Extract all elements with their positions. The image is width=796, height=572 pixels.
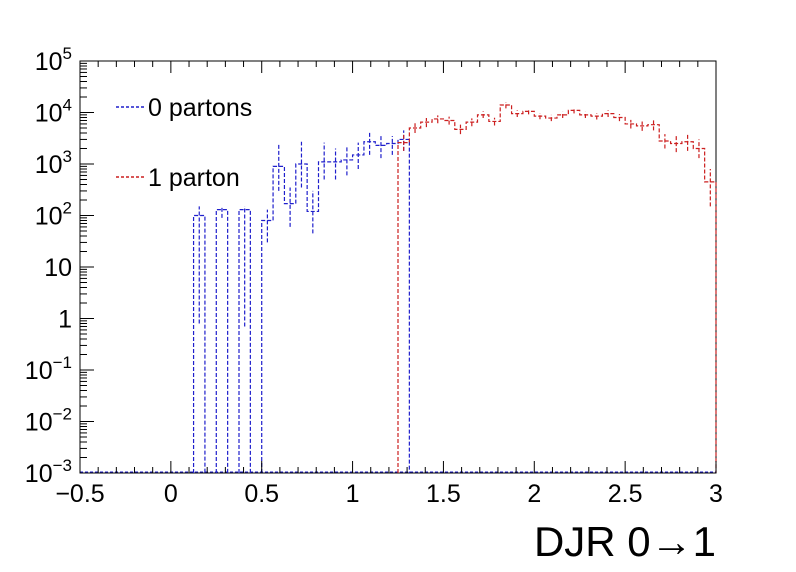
y-tick-label: 10−3 xyxy=(25,456,72,488)
legend-label: 1 parton xyxy=(148,164,240,192)
y-tick-label: 10−2 xyxy=(25,405,72,437)
x-tick-label: 1.5 xyxy=(426,480,461,508)
y-tick-label: 105 xyxy=(35,44,72,76)
y-tick-label: 1 xyxy=(58,306,72,334)
x-tick-label: −0.5 xyxy=(55,480,104,508)
series-1 xyxy=(397,101,717,473)
y-tick-label: 10 xyxy=(44,254,72,282)
x-axis: −0.5 0 0.5 1 1.5 2 2.5 3 xyxy=(55,61,723,508)
x-tick-label: 2.5 xyxy=(608,480,643,508)
legend-label: 0 partons xyxy=(148,94,252,122)
y-tick-label: 103 xyxy=(35,147,72,179)
x-tick-label: 2 xyxy=(527,480,541,508)
y-tick-label: 102 xyxy=(35,199,72,231)
x-tick-label: 1 xyxy=(346,480,360,508)
y-tick-label: 10−1 xyxy=(25,353,72,385)
x-axis-title: DJR 0→1 xyxy=(534,518,716,565)
plot-area xyxy=(80,101,717,473)
x-tick-label: 3 xyxy=(709,480,723,508)
y-axis: 10−3 10−2 10−1 1 10 102 103 104 105 xyxy=(25,44,94,488)
legend: 0 partons 1 parton xyxy=(116,94,252,192)
y-tick-label: 104 xyxy=(35,96,72,128)
x-tick-label: 0.5 xyxy=(244,480,279,508)
x-tick-label: 0 xyxy=(164,480,178,508)
series-step-line xyxy=(397,104,717,473)
